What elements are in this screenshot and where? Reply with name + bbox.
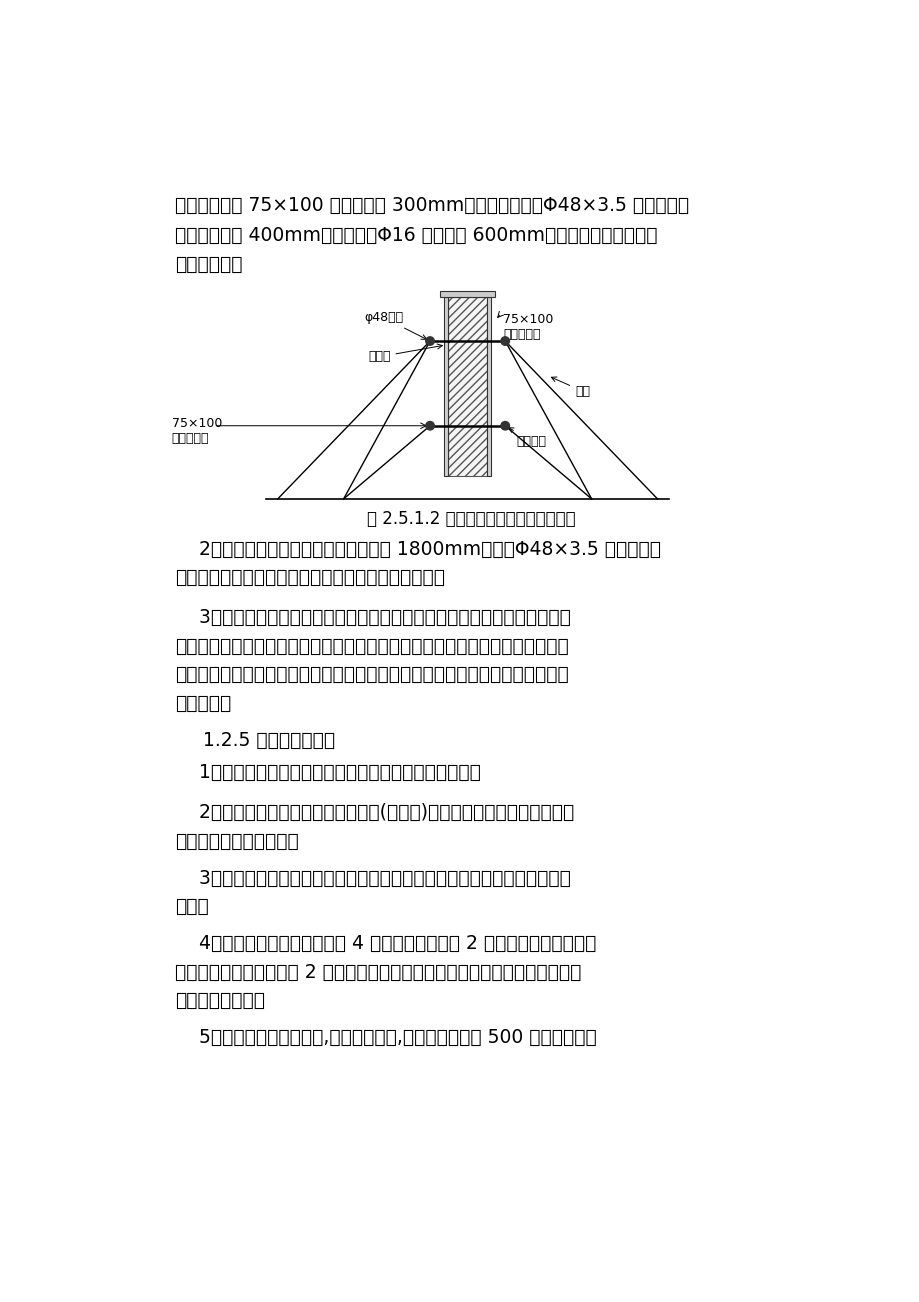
Text: φ48钢管: φ48钢管 — [364, 311, 426, 340]
Bar — [486, 297, 491, 475]
Circle shape — [501, 337, 509, 345]
Text: 75×100
木方壁围檩: 75×100 木方壁围檩 — [171, 417, 221, 444]
Text: 木模板: 木模板 — [368, 344, 442, 363]
Text: 2）排架兼作墙体模板支撑排架，步高 1800mm，采用Φ48×3.5 脚手钢管搭: 2）排架兼作墙体模板支撑排架，步高 1800mm，采用Φ48×3.5 脚手钢管搭 — [176, 540, 661, 559]
Circle shape — [425, 422, 434, 430]
Text: 竖向内肋采用 75×100 木方，间距 300mm；水平围檩采用Φ48×3.5 脚手钢管双: 竖向内肋采用 75×100 木方，间距 300mm；水平围檩采用Φ48×3.5 … — [176, 197, 689, 215]
Bar — [439, 290, 494, 297]
Circle shape — [425, 337, 434, 345]
Text: 4）地下室混凝土浇捣将布置 4 台汽车泵，由其中 2 台泵车先浇捣高标号的: 4）地下室混凝土浇捣将布置 4 台汽车泵，由其中 2 台泵车先浇捣高标号的 — [176, 935, 596, 953]
Bar — [448, 297, 486, 475]
Text: 3）后浇带和地连墙为界，分成若干个独立的浇捣区域，每个区域一次浇捣: 3）后浇带和地连墙为界，分成若干个独立的浇捣区域，每个区域一次浇捣 — [176, 868, 571, 888]
Text: 5）在柱墙与梁板节点处,因砼标号不同,故在梁板靠柱墙 500 处用双层钢板: 5）在柱墙与梁板节点处,因砼标号不同,故在梁板靠柱墙 500 处用双层钢板 — [176, 1029, 596, 1047]
Text: 斜撑: 斜撑 — [550, 378, 589, 397]
Text: 3）后浇带部位，用双层钢板网作为侧模，双层钢板网的固定用短钢筋来实: 3）后浇带部位，用双层钢板网作为侧模，双层钢板网的固定用短钢筋来实 — [176, 608, 571, 628]
Text: 图 2.5.1.2 核芯筒、剪力墙模拼装示意图: 图 2.5.1.2 核芯筒、剪力墙模拼装示意图 — [367, 510, 575, 529]
Text: 后浇带区域的模板和支撑将继续保存，直到后浇带封闭并且混凝土达到强度后方: 后浇带区域的模板和支撑将继续保存，直到后浇带封闭并且混凝土达到强度后方 — [176, 665, 569, 684]
Text: 现。后浇带部位的底模及支撑排架，自成体系，两侧部位的模板和排架拆除时，: 现。后浇带部位的底模及支撑排架，自成体系，两侧部位的模板和排架拆除时， — [176, 637, 569, 656]
Text: 75×100
木方壁围檩: 75×100 木方壁围檩 — [503, 312, 552, 341]
Bar — [444, 297, 448, 475]
Text: 管，竖向间距 400mm；对拉螺栓Φ16 水平间距 600mm。框架及劲性圆柱采用: 管，竖向间距 400mm；对拉螺栓Φ16 水平间距 600mm。框架及劲性圆柱采… — [176, 225, 657, 245]
Text: 予以拆除。: 予以拆除。 — [176, 694, 232, 712]
Circle shape — [501, 422, 509, 430]
Text: 成型。: 成型。 — [176, 897, 209, 917]
Text: 柱、墙砼，紧接着再由另 2 台泵车浇捣低标号梁板混凝土，形成不同标号混凝土: 柱、墙砼，紧接着再由另 2 台泵车浇捣低标号梁板混凝土，形成不同标号混凝土 — [176, 962, 581, 982]
Text: 对拉螺栓: 对拉螺栓 — [508, 427, 546, 448]
Text: 1.2.5 混凝土工程施工: 1.2.5 混凝土工程施工 — [202, 730, 335, 750]
Text: 应分车运输，分泵浇注。: 应分车运输，分泵浇注。 — [176, 832, 299, 850]
Text: 1）各种强度标号混凝土采用专业商品混凝土拌站供应。: 1）各种强度标号混凝土采用专业商品混凝土拌站供应。 — [176, 763, 481, 783]
Text: 设。靠外围设剪刀撑，内部剪刀撑每隔五排设置一道。: 设。靠外围设剪刀撑，内部剪刀撑每隔五排设置一道。 — [176, 568, 445, 587]
Text: 2）各个区域的竖向结构与水平结构(梁、板)设计强度也不同。商品混凝土: 2）各个区域的竖向结构与水平结构(梁、板)设计强度也不同。商品混凝土 — [176, 803, 574, 823]
Text: 定型钢模板。: 定型钢模板。 — [176, 255, 243, 273]
Text: 浇捣的流水施工。: 浇捣的流水施工。 — [176, 991, 266, 1010]
